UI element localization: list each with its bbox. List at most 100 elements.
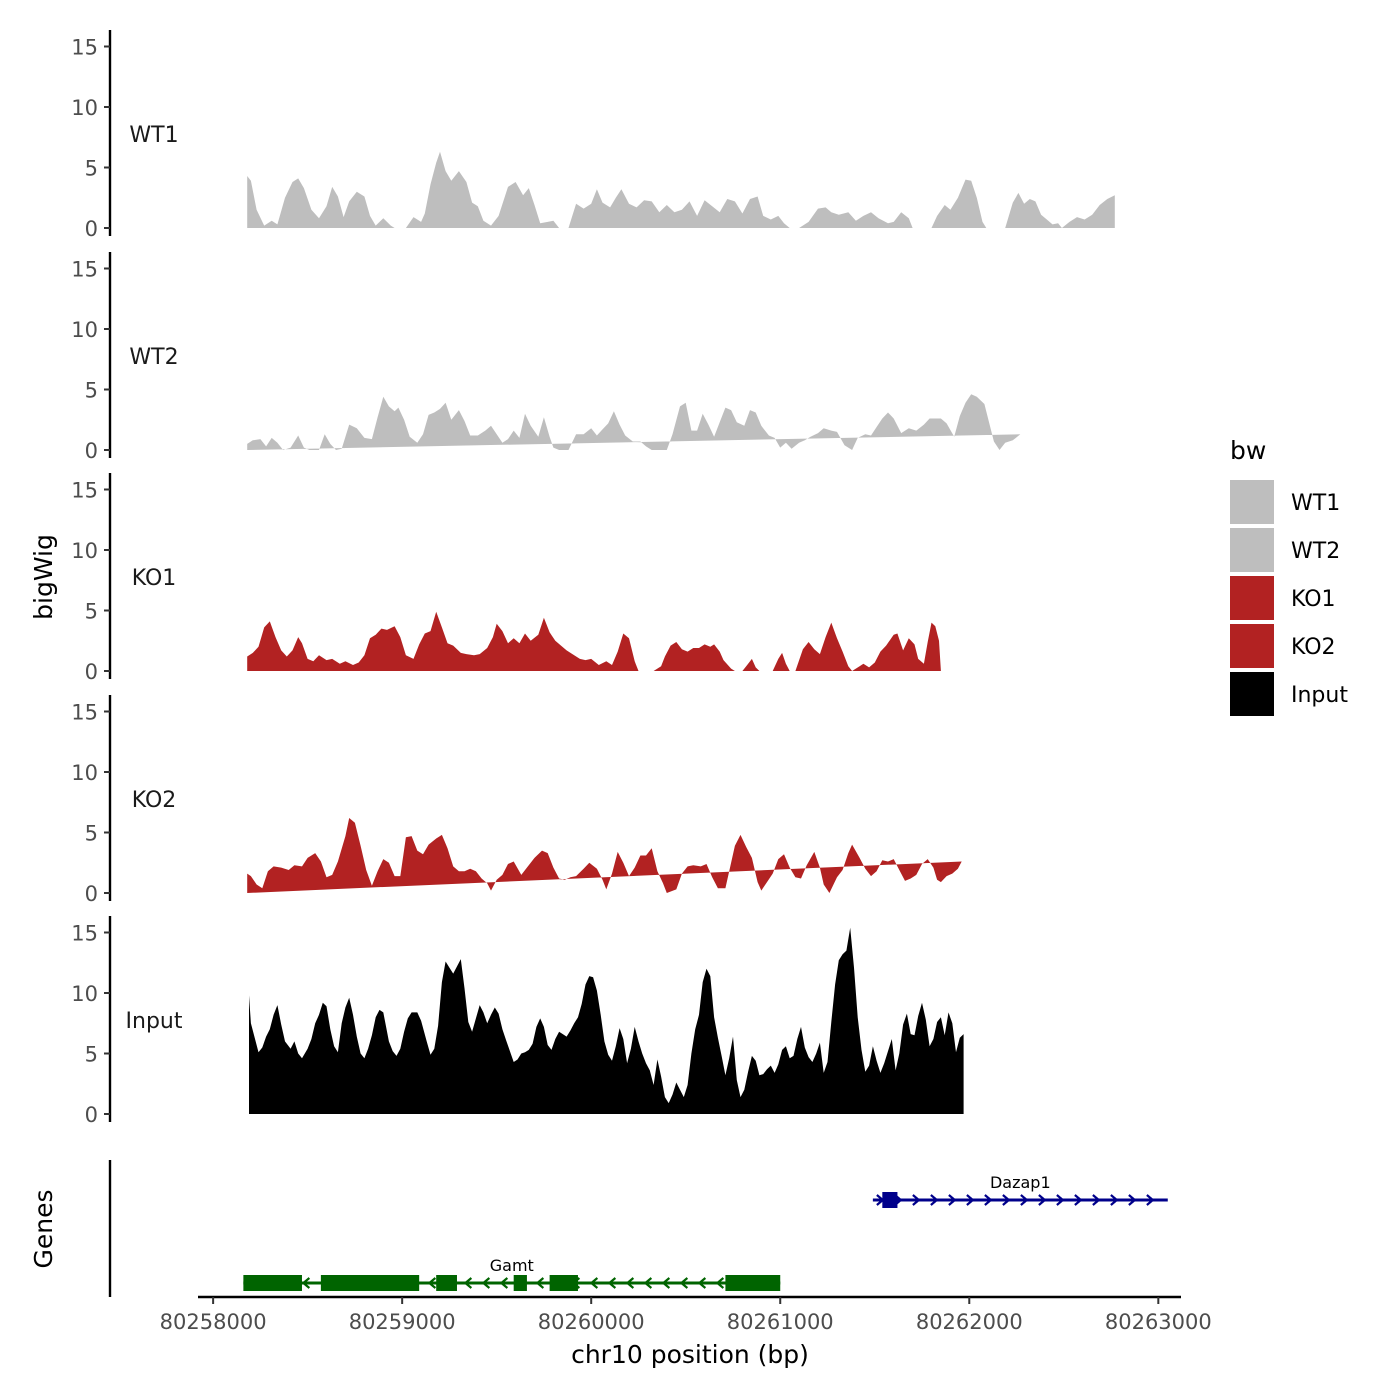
strand-chevron bbox=[984, 1194, 993, 1206]
y-tick-label: 5 bbox=[85, 822, 98, 846]
strand-chevron bbox=[912, 1194, 921, 1206]
y-tick-label: 15 bbox=[71, 922, 98, 946]
y-tick-label: 10 bbox=[71, 96, 98, 120]
legend-label: WT1 bbox=[1291, 491, 1340, 516]
legend-swatch bbox=[1230, 672, 1274, 716]
y-tick-label: 0 bbox=[85, 217, 98, 241]
strand-chevron bbox=[499, 1277, 509, 1289]
x-tick-label: 80263000 bbox=[1105, 1310, 1212, 1334]
strand-chevron bbox=[643, 1277, 653, 1289]
track-ko1: 0 5 10 15 KO1 bbox=[71, 473, 941, 684]
legend-title: bw bbox=[1230, 436, 1266, 465]
y-tick-label: 5 bbox=[85, 600, 98, 624]
track-label: Input bbox=[126, 1009, 183, 1034]
y-axis-title: bigWig bbox=[29, 534, 58, 620]
y-tick-label: 15 bbox=[71, 479, 98, 503]
track-label: WT2 bbox=[129, 345, 178, 370]
signal-area-wt1 bbox=[247, 151, 1115, 228]
strand-chevron bbox=[589, 1277, 599, 1289]
strand-chevron bbox=[679, 1277, 689, 1289]
strand-chevron bbox=[948, 1194, 957, 1206]
track-label: KO1 bbox=[132, 566, 177, 591]
x-tick-label: 80261000 bbox=[727, 1310, 834, 1334]
y-tick-label: 15 bbox=[71, 701, 98, 725]
y-tick-label: 15 bbox=[71, 258, 98, 282]
gene-exon bbox=[882, 1192, 898, 1208]
y-tick-label: 5 bbox=[85, 157, 98, 181]
legend-label: WT2 bbox=[1291, 539, 1340, 564]
y-tick-label: 0 bbox=[85, 882, 98, 906]
legend: bw WT1 WT2 KO1 KO2 Input bbox=[1230, 436, 1348, 716]
legend-label: Input bbox=[1291, 683, 1348, 708]
x-tick-label: 80262000 bbox=[916, 1310, 1023, 1334]
gene-label: Dazap1 bbox=[990, 1173, 1051, 1192]
signal-area-ko2 bbox=[247, 818, 962, 893]
gene-exon bbox=[320, 1275, 420, 1291]
legend-item-wt1: WT1 bbox=[1230, 480, 1340, 524]
legend-swatch bbox=[1230, 624, 1274, 668]
legend-item-ko1: KO1 bbox=[1230, 576, 1336, 620]
track-ko2: 0 5 10 15 KO2 bbox=[71, 695, 962, 906]
gene-exon bbox=[436, 1275, 457, 1291]
legend-item-wt2: WT2 bbox=[1230, 528, 1340, 572]
strand-chevron bbox=[697, 1277, 707, 1289]
strand-chevron bbox=[1038, 1194, 1047, 1206]
strand-chevron bbox=[715, 1277, 725, 1289]
gene-exon bbox=[513, 1275, 527, 1291]
strand-chevron bbox=[301, 1277, 311, 1289]
genes-panel: Gamt Dazap1 bbox=[108, 1160, 1168, 1297]
legend-label: KO2 bbox=[1291, 635, 1336, 660]
y-tick-label: 10 bbox=[71, 539, 98, 563]
legend-item-input: Input bbox=[1230, 672, 1348, 716]
strand-chevron bbox=[463, 1277, 473, 1289]
strand-chevron bbox=[1074, 1194, 1083, 1206]
tracks-layer: 0 5 10 15 WT1 0 5 10 15 WT2 0 5 10 15 KO1 0 5 10 15 KO2 0 5 10… bbox=[71, 30, 1115, 1127]
strand-chevron bbox=[661, 1277, 671, 1289]
strand-chevron bbox=[1128, 1194, 1137, 1206]
legend-swatch bbox=[1230, 528, 1274, 572]
strand-chevron bbox=[1146, 1194, 1155, 1206]
legend-swatch bbox=[1230, 480, 1274, 524]
track-input: 0 5 10 15 Input bbox=[71, 916, 964, 1127]
gene-exon bbox=[725, 1275, 781, 1291]
gene-gamt: Gamt bbox=[243, 1256, 781, 1291]
strand-chevron bbox=[1020, 1194, 1029, 1206]
x-tick-label: 80259000 bbox=[349, 1310, 456, 1334]
legend-label: KO1 bbox=[1291, 587, 1336, 612]
y-tick-label: 10 bbox=[71, 982, 98, 1006]
gene-label: Gamt bbox=[490, 1256, 534, 1275]
y-tick-label: 10 bbox=[71, 318, 98, 342]
track-label: KO2 bbox=[132, 788, 177, 813]
y-tick-label: 0 bbox=[85, 660, 98, 684]
y-tick-label: 5 bbox=[85, 379, 98, 403]
y-tick-label: 0 bbox=[85, 439, 98, 463]
gene-exon bbox=[549, 1275, 578, 1291]
strand-chevron bbox=[1110, 1194, 1119, 1206]
track-label: WT1 bbox=[129, 123, 178, 148]
gene-dazap1: Dazap1 bbox=[872, 1173, 1168, 1208]
strand-chevron bbox=[607, 1277, 617, 1289]
genes-panel-title: Genes bbox=[29, 1189, 58, 1268]
signal-area-wt2 bbox=[247, 394, 1021, 450]
y-tick-label: 0 bbox=[85, 1103, 98, 1127]
strand-chevron bbox=[427, 1277, 437, 1289]
y-tick-label: 10 bbox=[71, 761, 98, 785]
strand-chevron bbox=[1092, 1194, 1101, 1206]
x-tick-label: 80260000 bbox=[538, 1310, 645, 1334]
x-axis-title: chr10 position (bp) bbox=[571, 1340, 809, 1369]
track-wt2: 0 5 10 15 WT2 bbox=[71, 252, 1021, 463]
gene-exon bbox=[243, 1275, 302, 1291]
signal-area-ko1 bbox=[247, 611, 941, 671]
track-wt1: 0 5 10 15 WT1 bbox=[71, 30, 1115, 241]
legend-item-ko2: KO2 bbox=[1230, 624, 1336, 668]
strand-chevron bbox=[625, 1277, 635, 1289]
signal-area-input bbox=[249, 927, 964, 1114]
y-tick-label: 15 bbox=[71, 36, 98, 60]
y-tick-label: 5 bbox=[85, 1043, 98, 1067]
x-tick-label: 80258000 bbox=[160, 1310, 267, 1334]
strand-chevron bbox=[930, 1194, 939, 1206]
strand-chevron bbox=[481, 1277, 491, 1289]
x-axis: 80258000 80259000 80260000 80261000 80262000… bbox=[160, 1295, 1212, 1334]
strand-chevron bbox=[1002, 1194, 1011, 1206]
